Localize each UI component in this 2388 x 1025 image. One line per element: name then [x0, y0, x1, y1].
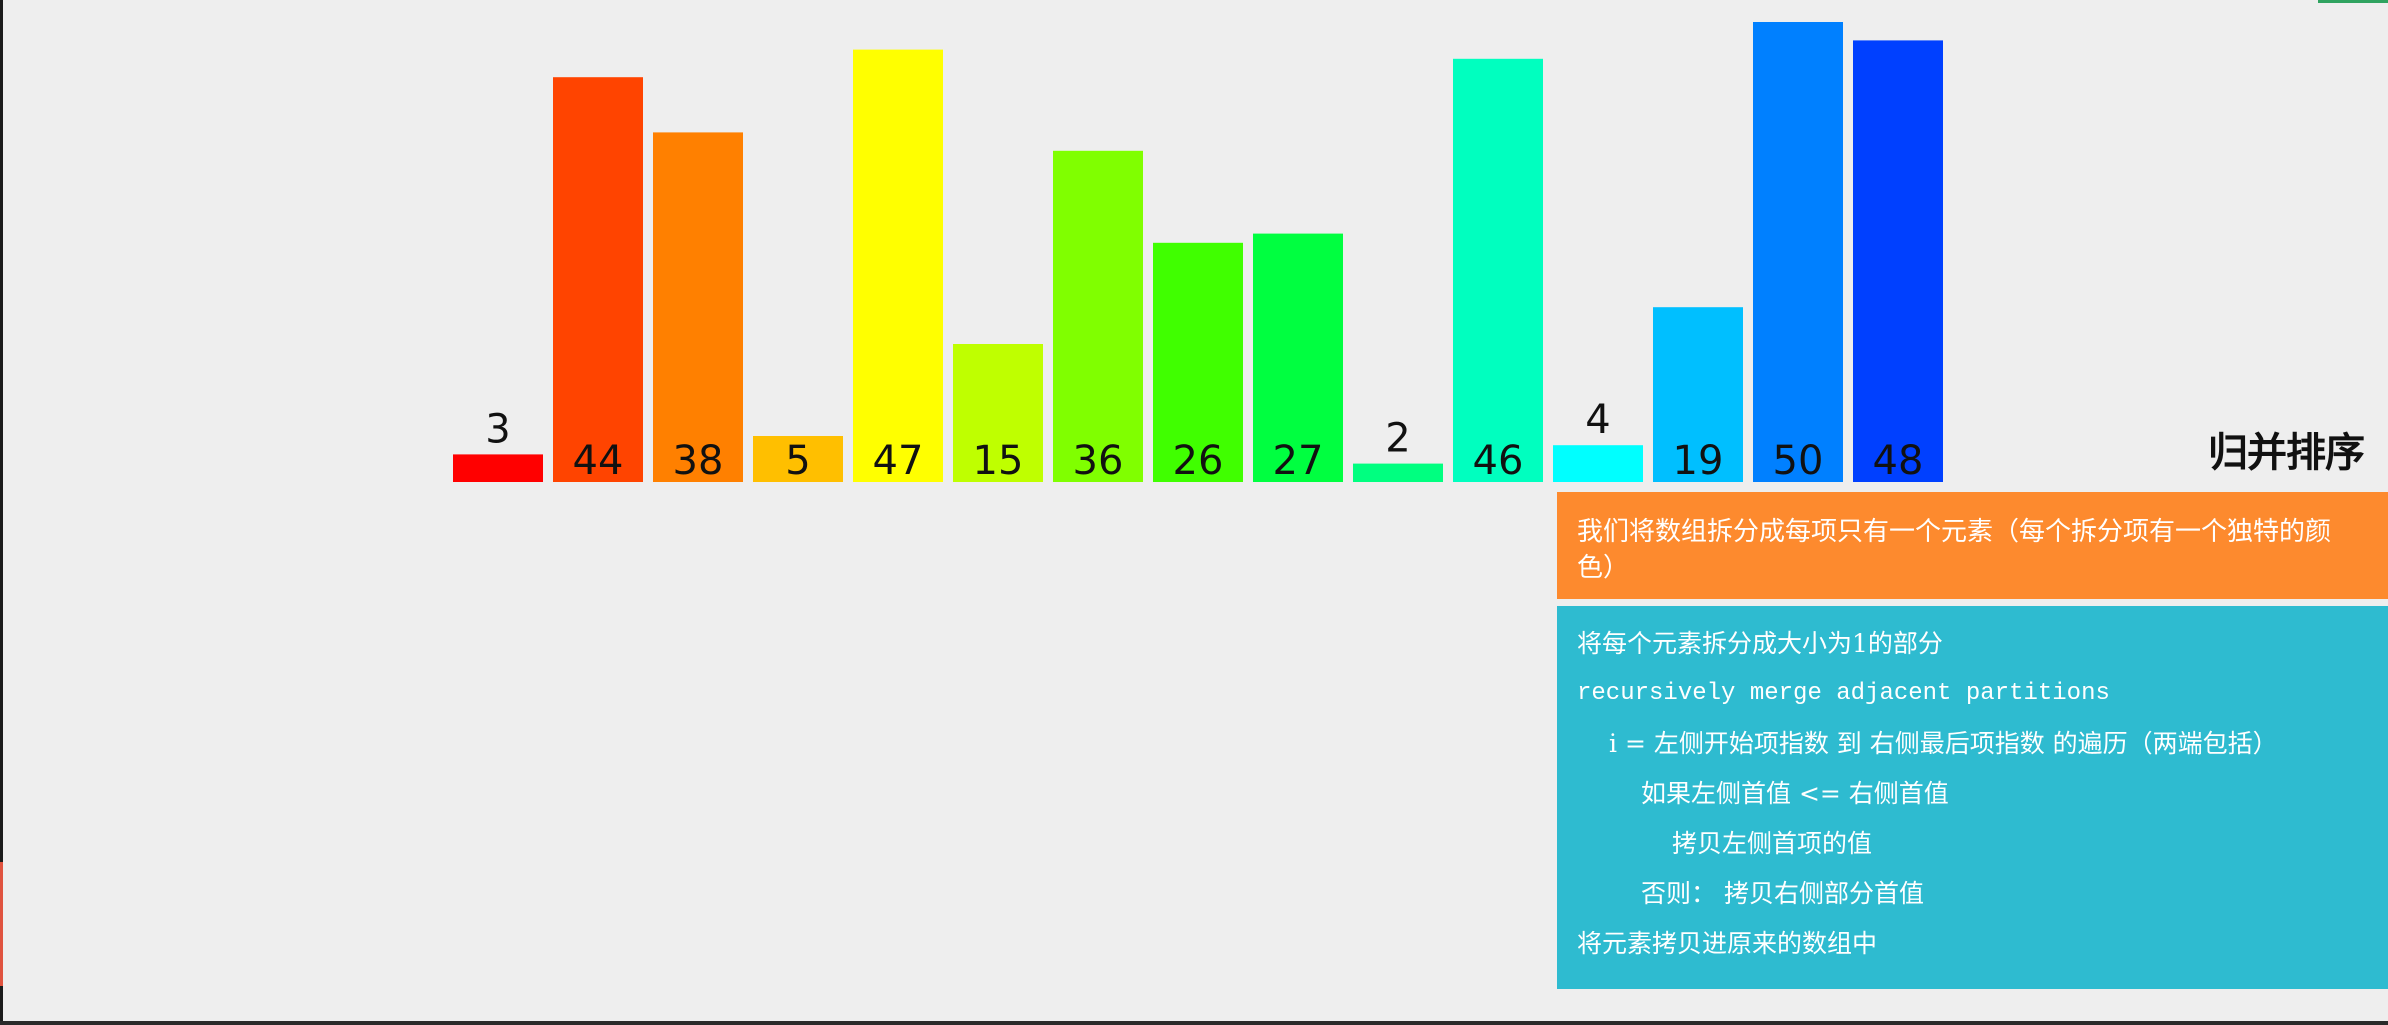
array-bar	[1553, 445, 1643, 482]
array-bar	[1653, 307, 1743, 482]
left-window-edge	[0, 0, 3, 1025]
bar-value-label: 15	[973, 438, 1024, 484]
pseudocode-line: 如果左侧首值 <= 右侧首值	[1641, 779, 1949, 808]
array-bar	[1353, 463, 1443, 482]
left-edge-accent	[0, 862, 3, 986]
pseudocode-line: i = 左侧开始项指数 到 右侧最后项指数 的遍历（两端包括）	[1609, 729, 2278, 758]
array-bar	[1853, 40, 1943, 483]
array-bar	[1453, 58, 1543, 483]
status-description-panel: 我们将数组拆分成每项只有一个元素（每个拆分项有一个独特的颜色）	[1557, 492, 2388, 599]
pseudocode-line: 将元素拷贝进原来的数组中	[1577, 929, 1878, 958]
array-bar	[1153, 242, 1243, 482]
pseudocode-line: recursively merge adjacent partitions	[1577, 680, 2110, 707]
bar-value-label: 46	[1473, 438, 1524, 484]
bar-value-label: 50	[1773, 438, 1824, 484]
bar-value-label: 47	[873, 438, 924, 484]
bar-value-label: 38	[673, 438, 724, 484]
status-description-text: 我们将数组拆分成每项只有一个元素（每个拆分项有一个独特的颜色）	[1577, 517, 2332, 583]
pseudocode-line: 拷贝左侧首项的值	[1672, 829, 1873, 858]
pseudocode-line: 将每个元素拆分成大小为1的部分	[1577, 629, 1943, 658]
bar-value-label: 4	[1585, 397, 1610, 443]
algorithm-title: 归并排序	[2208, 430, 2365, 476]
array-bar	[1053, 150, 1143, 483]
array-bar	[953, 344, 1043, 482]
pseudocode-panel: 将每个元素拆分成大小为1的部分 recursively merge adjace…	[1557, 606, 2388, 989]
bottom-window-edge	[0, 1021, 2388, 1025]
bar-value-label: 2	[1385, 416, 1410, 462]
array-bar	[453, 454, 543, 482]
bar-value-label: 44	[573, 438, 624, 484]
top-right-accent	[2318, 0, 2388, 3]
sort-visualization-chart: 3 44 38 5 47 15 36 26 27 2 46 4 19 50 48	[453, 22, 1943, 484]
bar-value-label: 19	[1673, 438, 1724, 484]
bar-value-label: 26	[1173, 438, 1224, 484]
array-bar	[553, 77, 643, 482]
array-bar	[753, 436, 843, 482]
array-bar	[853, 49, 943, 482]
array-bar	[1753, 22, 1843, 482]
pseudocode-line: 否则： 拷贝右侧部分首值	[1641, 879, 1924, 908]
bar-value-label: 36	[1073, 438, 1124, 484]
bar-value-label: 3	[485, 406, 510, 452]
array-bar	[1253, 233, 1343, 482]
bar-value-label: 48	[1873, 438, 1924, 484]
array-bar	[653, 132, 743, 482]
bar-value-label: 27	[1273, 438, 1324, 484]
bar-value-label: 5	[785, 438, 810, 484]
